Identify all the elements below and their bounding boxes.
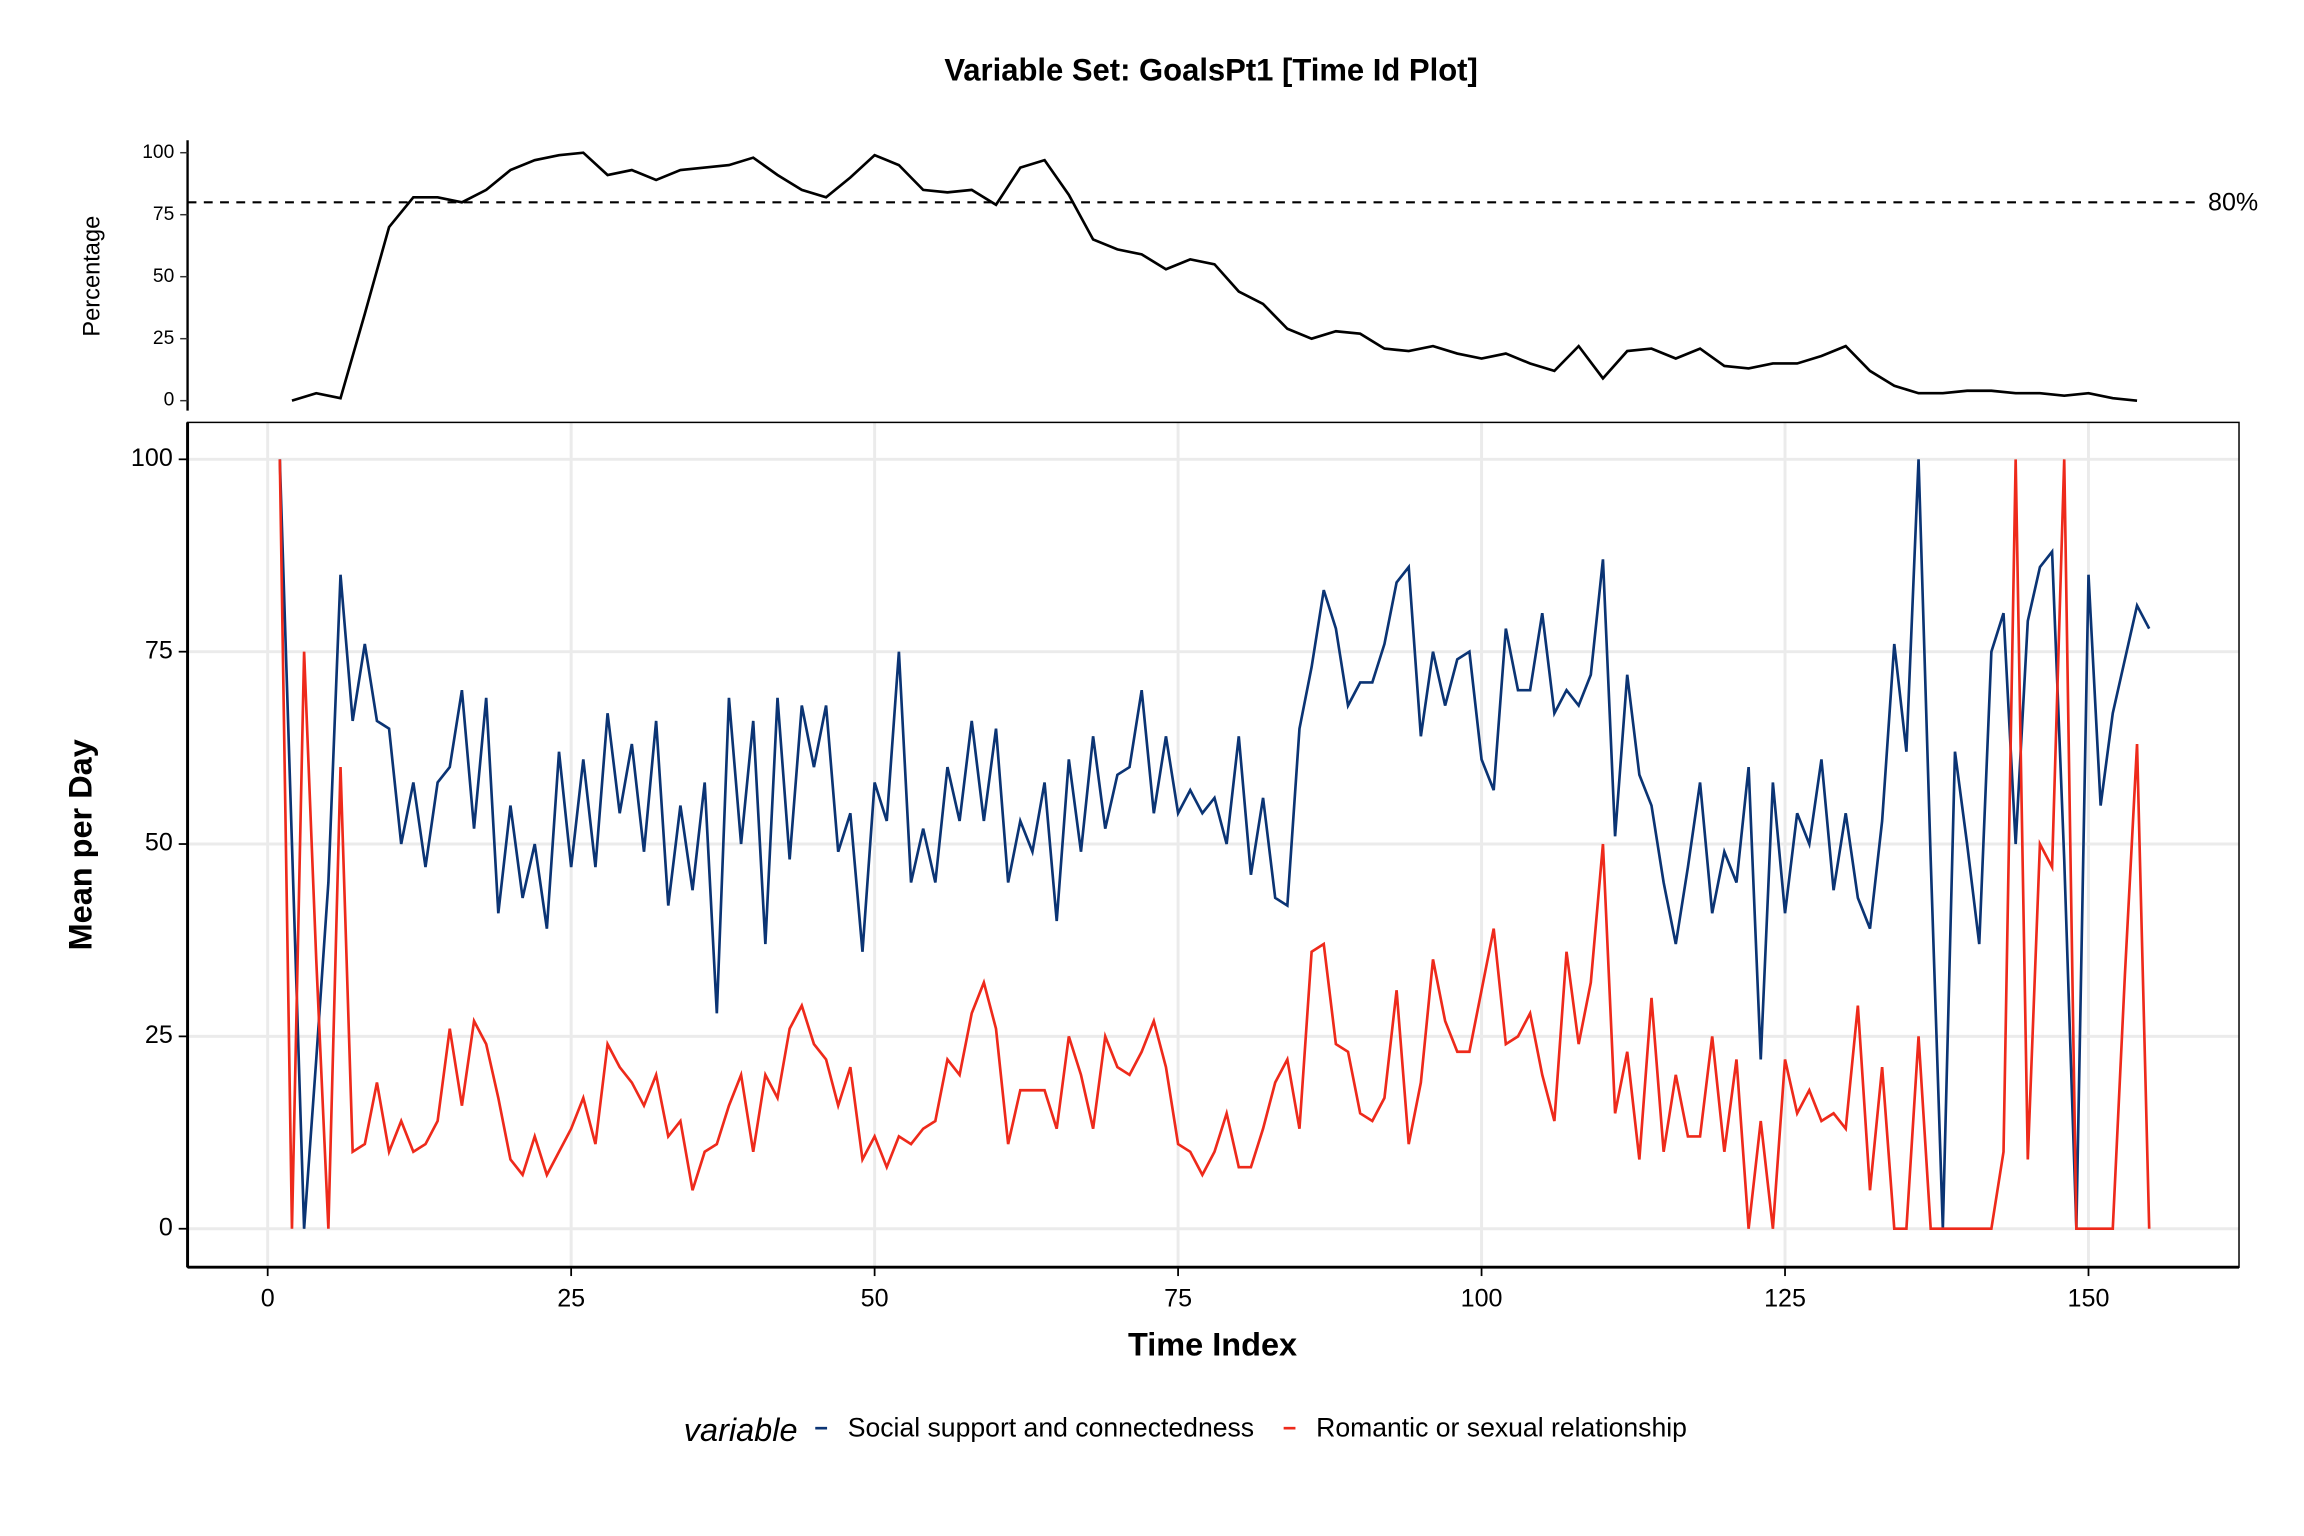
chart-title: Variable Set: GoalsPt1 [Time Id Plot]	[944, 53, 1477, 88]
x-tick-label: 50	[861, 1284, 889, 1312]
y-tick-label: 25	[153, 328, 174, 349]
y-tick-label: 0	[159, 1213, 173, 1241]
x-tick-label: 75	[1164, 1284, 1192, 1312]
y-tick-label: 100	[142, 142, 174, 163]
y-tick-label: 0	[164, 390, 175, 411]
x-tick-label: 0	[261, 1284, 275, 1312]
legend-label: Romantic or sexual relationship	[1316, 1413, 1687, 1443]
x-tick-label: 125	[1764, 1284, 1806, 1312]
line	[291, 151, 2138, 402]
y-tick-label: 75	[145, 636, 173, 664]
line	[278, 459, 2151, 1231]
y-tick-label: 25	[145, 1021, 173, 1049]
x-tick-label: 150	[2068, 1284, 2110, 1312]
x-tick-label: 25	[557, 1284, 585, 1312]
y-tick-label: 100	[131, 444, 173, 472]
x-axis-label: Time Index	[1128, 1327, 1297, 1363]
y-tick-label: 50	[145, 829, 173, 857]
line	[278, 459, 2151, 1229]
legend-label: Social support and connectedness	[848, 1413, 1254, 1443]
y-tick-label: 75	[153, 204, 174, 225]
legend-title: variable	[684, 1412, 798, 1448]
reference-label: 80%	[2208, 188, 2258, 216]
y-tick-label: 50	[153, 266, 174, 287]
x-tick-label: 100	[1461, 1284, 1503, 1312]
y-axis-label: Percentage	[79, 216, 105, 337]
y-axis-label: Mean per Day	[62, 739, 98, 950]
